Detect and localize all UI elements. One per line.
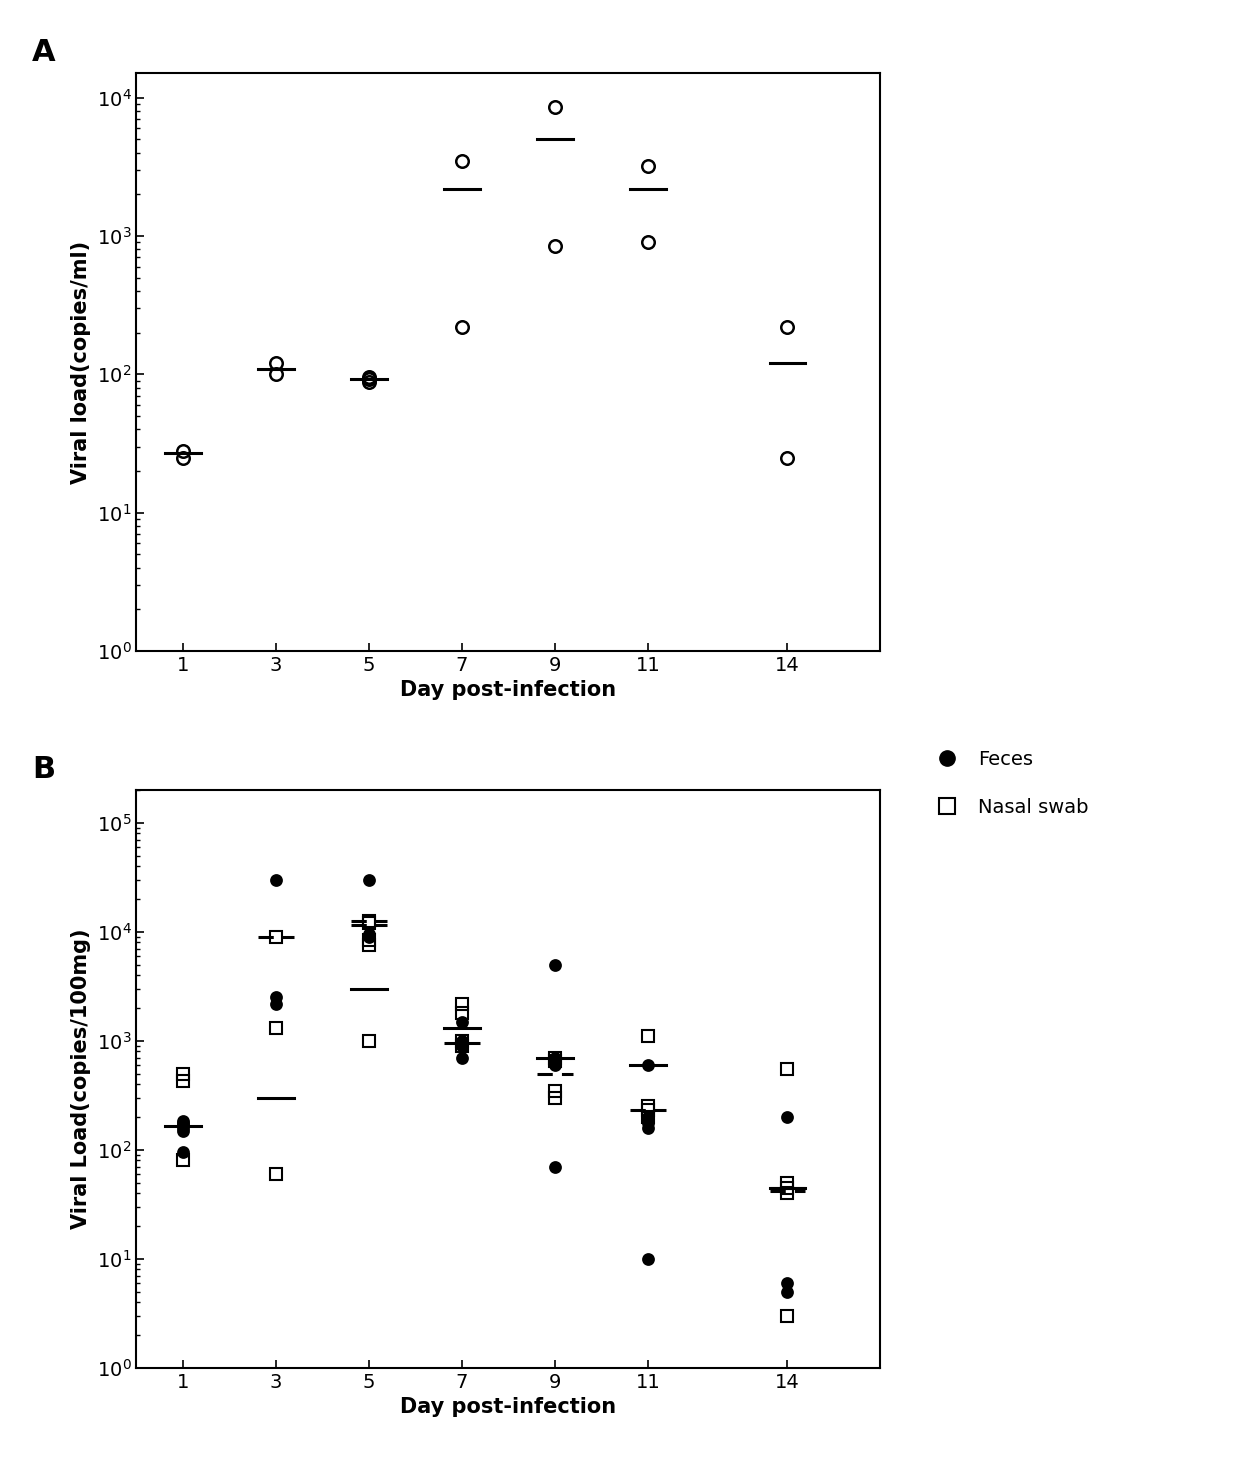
Text: A: A [32,38,56,67]
Legend: Feces, Nasal swab: Feces, Nasal swab [920,742,1096,825]
X-axis label: Day post-infection: Day post-infection [401,1397,616,1418]
Y-axis label: Viral load(copies/ml): Viral load(copies/ml) [71,240,92,484]
Y-axis label: Viral Load(copies/100mg): Viral Load(copies/100mg) [71,929,92,1229]
Text: B: B [32,755,56,784]
X-axis label: Day post-infection: Day post-infection [401,680,616,701]
